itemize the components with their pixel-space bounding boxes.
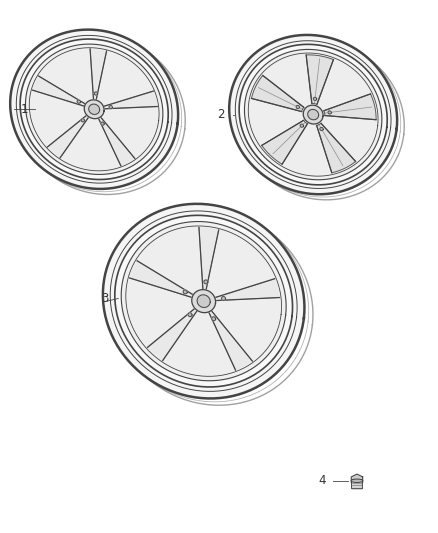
Polygon shape xyxy=(81,119,85,122)
Polygon shape xyxy=(101,122,104,125)
Polygon shape xyxy=(303,105,323,124)
Polygon shape xyxy=(320,127,323,131)
Polygon shape xyxy=(29,48,159,171)
Polygon shape xyxy=(204,280,208,284)
Polygon shape xyxy=(47,116,88,158)
Text: 1: 1 xyxy=(20,103,28,116)
Polygon shape xyxy=(239,44,387,185)
Polygon shape xyxy=(84,100,104,119)
Polygon shape xyxy=(306,55,333,104)
Polygon shape xyxy=(109,106,113,109)
Polygon shape xyxy=(197,295,210,308)
Polygon shape xyxy=(212,317,216,321)
Polygon shape xyxy=(324,94,376,120)
Polygon shape xyxy=(183,290,187,294)
Text: 4: 4 xyxy=(318,474,326,487)
Text: 2: 2 xyxy=(217,108,225,121)
Polygon shape xyxy=(130,261,193,297)
Polygon shape xyxy=(192,289,215,313)
Polygon shape xyxy=(121,222,286,381)
Ellipse shape xyxy=(351,479,363,482)
Polygon shape xyxy=(99,117,135,166)
Polygon shape xyxy=(32,76,85,106)
Polygon shape xyxy=(317,123,356,173)
Polygon shape xyxy=(90,49,106,100)
Polygon shape xyxy=(115,215,293,387)
Polygon shape xyxy=(103,204,304,399)
Polygon shape xyxy=(262,120,307,164)
Polygon shape xyxy=(25,44,163,174)
Text: 3: 3 xyxy=(102,292,109,305)
Polygon shape xyxy=(94,92,98,95)
Polygon shape xyxy=(328,111,332,114)
Polygon shape xyxy=(308,109,318,120)
Polygon shape xyxy=(248,53,378,176)
Polygon shape xyxy=(251,76,304,111)
Polygon shape xyxy=(20,39,168,180)
Polygon shape xyxy=(104,91,157,109)
Polygon shape xyxy=(313,97,317,100)
Polygon shape xyxy=(300,124,304,127)
Polygon shape xyxy=(229,35,397,194)
Polygon shape xyxy=(209,311,252,370)
Polygon shape xyxy=(222,296,226,301)
FancyBboxPatch shape xyxy=(352,480,362,489)
Polygon shape xyxy=(188,313,192,317)
Polygon shape xyxy=(89,104,99,115)
Polygon shape xyxy=(296,106,300,109)
Polygon shape xyxy=(148,309,197,360)
Polygon shape xyxy=(126,226,282,376)
Polygon shape xyxy=(10,30,178,189)
Polygon shape xyxy=(199,228,219,289)
Polygon shape xyxy=(215,279,279,301)
Polygon shape xyxy=(77,100,81,103)
Polygon shape xyxy=(351,474,363,485)
Polygon shape xyxy=(244,50,382,180)
